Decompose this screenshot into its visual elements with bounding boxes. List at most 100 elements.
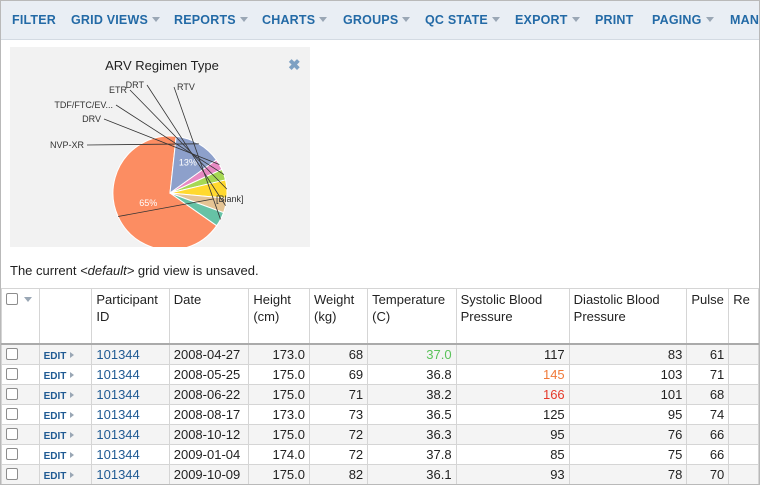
cell-diastolic: 83 xyxy=(568,343,688,365)
row-edit-cell: EDIT xyxy=(38,464,93,484)
col-truncated[interactable]: Re xyxy=(728,288,759,345)
cell-temperature: 38.2 xyxy=(367,384,457,405)
participant-link[interactable]: 101344 xyxy=(96,347,140,362)
toolbar-grid-views-button[interactable]: GRID VIEWS xyxy=(71,13,161,27)
col-pulse[interactable]: Pulse xyxy=(686,288,730,345)
cell-participant[interactable]: 101344 xyxy=(91,364,170,385)
chevron-down-icon xyxy=(152,17,161,22)
pie-leader-line xyxy=(86,143,199,146)
cell-date: 2009-10-09 xyxy=(168,464,250,484)
cell-diastolic: 78 xyxy=(568,464,688,484)
notice-suffix: grid view is unsaved. xyxy=(134,263,259,278)
edit-link[interactable]: EDIT xyxy=(44,391,75,402)
edit-link[interactable]: EDIT xyxy=(44,431,75,442)
row-checkbox[interactable] xyxy=(6,368,18,380)
toolbar-item-label: PRINT xyxy=(595,13,634,27)
toolbar-print-button[interactable]: PRINT xyxy=(595,13,634,27)
row-edit-cell: EDIT xyxy=(38,384,93,405)
col-height[interactable]: Height (cm) xyxy=(248,288,311,345)
edit-link[interactable]: EDIT xyxy=(44,471,75,482)
participant-link[interactable]: 101344 xyxy=(96,367,140,382)
edit-link[interactable]: EDIT xyxy=(44,351,75,362)
cell-height: 173.0 xyxy=(248,343,311,365)
edit-label: EDIT xyxy=(43,351,67,362)
cell-weight: 71 xyxy=(309,384,369,405)
cell-diastolic: 75 xyxy=(568,444,688,465)
edit-column-header xyxy=(38,288,93,345)
data-grid: Participant ID Date Height (cm) Weight (… xyxy=(1,288,759,484)
toolbar-groups-button[interactable]: GROUPS xyxy=(343,13,411,27)
close-chart-icon[interactable]: ✖ xyxy=(288,57,301,74)
participant-link[interactable]: 101344 xyxy=(96,467,140,482)
chevron-down-icon xyxy=(319,17,328,22)
cell-systolic: 95 xyxy=(455,424,570,445)
chevron-down-icon[interactable] xyxy=(24,297,32,302)
pie-value-label: 65% xyxy=(139,198,157,208)
table-row: EDIT 101344 2008-06-22 175.0 71 38.2 166 101 68 xyxy=(1,384,759,405)
cell-truncated xyxy=(728,464,759,484)
row-checkbox[interactable] xyxy=(6,428,18,440)
cell-date: 2008-06-22 xyxy=(168,384,250,405)
toolbar-item-label: EXPORT xyxy=(515,13,568,27)
cell-systolic: 145 xyxy=(455,364,570,385)
row-select-cell xyxy=(1,444,40,465)
cell-pulse: 66 xyxy=(686,424,730,445)
edit-label: EDIT xyxy=(43,471,67,482)
row-checkbox[interactable] xyxy=(6,408,18,420)
toolbar-paging-button[interactable]: PAGING xyxy=(652,13,714,27)
row-checkbox[interactable] xyxy=(6,348,18,360)
cell-participant[interactable]: 101344 xyxy=(91,464,170,484)
cell-pulse: 74 xyxy=(686,404,730,425)
cell-height: 175.0 xyxy=(248,424,311,445)
toolbar-charts-button[interactable]: CHARTS xyxy=(262,13,328,27)
participant-link[interactable]: 101344 xyxy=(96,447,140,462)
caret-right-icon xyxy=(70,392,75,398)
table-row: EDIT 101344 2009-01-04 174.0 72 37.8 85 75 66 xyxy=(1,444,759,465)
toolbar-export-button[interactable]: EXPORT xyxy=(515,13,580,27)
chevron-down-icon xyxy=(705,17,714,22)
cell-date: 2008-04-27 xyxy=(168,343,250,365)
edit-link[interactable]: EDIT xyxy=(44,411,75,422)
row-checkbox[interactable] xyxy=(6,448,18,460)
pie-category-label: ETR xyxy=(109,85,128,95)
toolbar-qc-state-button[interactable]: QC STATE xyxy=(425,13,500,27)
participant-link[interactable]: 101344 xyxy=(96,407,140,422)
col-weight[interactable]: Weight (kg) xyxy=(309,288,369,345)
col-date[interactable]: Date xyxy=(168,288,250,345)
row-select-cell xyxy=(1,464,40,484)
toolbar-filter-button[interactable]: FILTER xyxy=(12,13,56,27)
col-systolic[interactable]: Systolic Blood Pressure xyxy=(455,288,570,345)
cell-participant[interactable]: 101344 xyxy=(91,384,170,405)
cell-participant[interactable]: 101344 xyxy=(91,404,170,425)
table-row: EDIT 101344 2009-10-09 175.0 82 36.1 93 78 70 xyxy=(1,464,759,484)
pie-category-label: DRV xyxy=(82,114,101,124)
participant-link[interactable]: 101344 xyxy=(96,427,140,442)
col-diastolic[interactable]: Diastolic Blood Pressure xyxy=(568,288,688,345)
row-checkbox[interactable] xyxy=(6,388,18,400)
chevron-down-icon xyxy=(571,17,580,22)
select-all-checkbox[interactable] xyxy=(6,293,18,305)
row-select-cell xyxy=(1,364,40,385)
edit-label: EDIT xyxy=(43,451,67,462)
col-participant-id[interactable]: Participant ID xyxy=(91,288,170,345)
toolbar-reports-button[interactable]: REPORTS xyxy=(174,13,248,27)
cell-date: 2008-08-17 xyxy=(168,404,250,425)
cell-height: 174.0 xyxy=(248,444,311,465)
edit-link[interactable]: EDIT xyxy=(44,451,75,462)
pie-leader-line xyxy=(103,118,220,165)
col-temperature[interactable]: Temperature (C) xyxy=(367,288,457,345)
row-edit-cell: EDIT xyxy=(38,404,93,425)
table-row: EDIT 101344 2008-08-17 173.0 73 36.5 125 95 74 xyxy=(1,404,759,425)
participant-link[interactable]: 101344 xyxy=(96,387,140,402)
cell-date: 2008-05-25 xyxy=(168,364,250,385)
cell-participant[interactable]: 101344 xyxy=(91,424,170,445)
cell-participant[interactable]: 101344 xyxy=(91,444,170,465)
grid-header-row: Participant ID Date Height (cm) Weight (… xyxy=(1,288,759,345)
cell-participant[interactable]: 101344 xyxy=(91,343,170,365)
edit-link[interactable]: EDIT xyxy=(44,371,75,382)
cell-truncated xyxy=(728,404,759,425)
row-checkbox[interactable] xyxy=(6,468,18,480)
select-all-header[interactable] xyxy=(1,288,40,345)
row-edit-cell: EDIT xyxy=(38,364,93,385)
